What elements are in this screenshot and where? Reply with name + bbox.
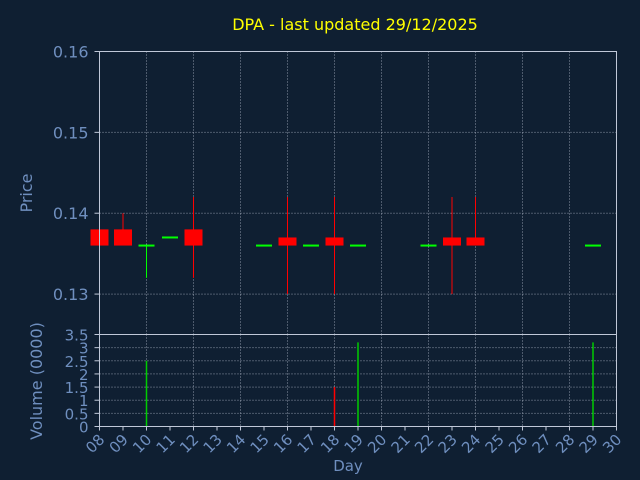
candle	[184, 197, 203, 278]
candle	[420, 244, 437, 247]
price-panel: 0.13 0.14 0.15 0.16 Price	[17, 43, 617, 335]
price-candles	[90, 197, 601, 295]
day-tick-label: 20	[364, 431, 390, 457]
volume-y-tick-label: 2.5	[65, 353, 89, 371]
candle-body	[443, 237, 461, 246]
candle	[162, 236, 178, 239]
candle	[585, 244, 601, 247]
day-tick-label: 26	[505, 431, 531, 457]
volume-y-tick-label: 0	[79, 419, 89, 437]
day-tick-label: 21	[388, 431, 414, 457]
candle	[256, 244, 272, 247]
candle	[325, 197, 344, 295]
candle-body	[325, 237, 344, 246]
candle	[466, 197, 485, 246]
day-tick-label: 13	[200, 431, 226, 457]
day-tick-label: 14	[223, 431, 249, 457]
chart-title: DPA - last updated 29/12/2025	[232, 15, 478, 34]
candle	[350, 244, 366, 247]
volume-y-tick-label: 1.5	[65, 379, 89, 397]
x-axis-label: Day	[333, 457, 363, 475]
candle	[114, 213, 132, 246]
volume-y-tick-label: 3.5	[65, 327, 89, 345]
day-tick-label: 11	[153, 431, 179, 457]
day-tick-label: 30	[599, 431, 625, 457]
day-tick-label: 15	[247, 431, 273, 457]
candle-body	[466, 237, 485, 246]
candle	[443, 197, 461, 295]
candle-body	[138, 244, 155, 247]
day-tick-label: 22	[411, 431, 437, 457]
day-tick-label: 27	[529, 431, 555, 457]
candle-body	[585, 244, 601, 247]
volume-y-axis-label: Volume (0000)	[27, 322, 46, 440]
candle-body	[303, 244, 319, 247]
price-y-axis-label: Price	[17, 173, 36, 212]
day-tick-label: 09	[106, 431, 132, 457]
price-grid	[99, 51, 617, 335]
day-x-ticks: 0809101112131415161718192021222324252627…	[82, 426, 625, 457]
candle	[278, 197, 297, 295]
day-tick-label: 18	[317, 431, 343, 457]
volume-panel: 00.511.522.533.5 08091011121314151617181…	[27, 322, 625, 475]
candle	[138, 244, 155, 278]
volume-y-ticks: 00.511.522.533.5	[65, 327, 100, 437]
day-tick-label: 12	[176, 431, 202, 457]
day-tick-label: 23	[435, 431, 461, 457]
day-tick-label: 19	[341, 431, 367, 457]
volume-y-tick-label: 3	[79, 340, 89, 358]
candle-body	[256, 244, 272, 247]
price-y-ticks: 0.13 0.14 0.15 0.16	[53, 43, 100, 304]
day-tick-label: 17	[294, 431, 320, 457]
volume-bars	[145, 342, 594, 427]
volume-y-tick-label: 1	[79, 392, 89, 410]
candle-body	[162, 236, 178, 239]
day-tick-label: 16	[270, 431, 296, 457]
day-tick-label: 10	[129, 431, 155, 457]
price-y-tick-label: 0.13	[53, 285, 89, 304]
candle-body	[114, 229, 132, 246]
candle-body	[420, 244, 437, 247]
candle-body	[278, 237, 297, 246]
volume-y-tick-label: 0.5	[65, 405, 89, 423]
day-tick-label: 29	[576, 431, 602, 457]
candle	[303, 244, 319, 247]
day-tick-label: 25	[482, 431, 508, 457]
price-y-tick-label: 0.14	[53, 204, 89, 223]
candle-body	[350, 244, 366, 247]
day-tick-label: 28	[552, 431, 578, 457]
price-y-tick-label: 0.16	[53, 43, 89, 62]
day-tick-label: 24	[458, 431, 484, 457]
candle-body	[184, 229, 203, 246]
volume-y-tick-label: 2	[79, 366, 89, 384]
price-plot-frame	[99, 51, 617, 335]
price-y-tick-label: 0.15	[53, 123, 89, 142]
